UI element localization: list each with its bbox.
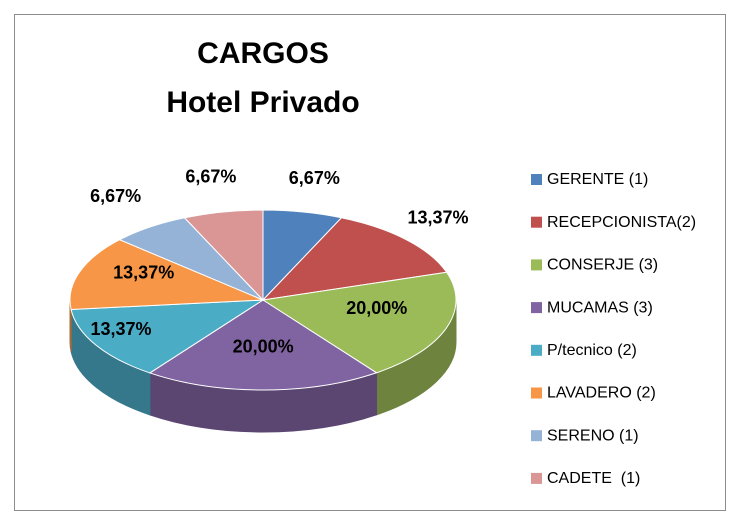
slice [183, 209, 264, 302]
data-label: 6,67% [90, 186, 141, 206]
slice [148, 299, 378, 391]
legend-swatch [531, 344, 542, 356]
slice [69, 239, 264, 310]
slice [261, 217, 448, 301]
legend-swatch [531, 302, 542, 314]
legend-label: MUCAMAS (3) [547, 299, 653, 316]
data-label: 6,67% [289, 168, 340, 188]
slice [261, 271, 457, 374]
chart-subtitle: Hotel Privado [166, 86, 359, 119]
legend-swatch [531, 259, 542, 271]
legend-swatch [531, 174, 542, 185]
data-label: 20,00% [233, 337, 294, 357]
legend-label: SERENO (1) [547, 427, 639, 444]
legend-label: LAVADERO (2) [547, 385, 656, 402]
legend-swatch [531, 216, 542, 228]
data-label: 13,37% [113, 263, 174, 283]
legend-label: GERENTE (1) [547, 171, 648, 188]
data-label: 13,37% [91, 319, 152, 339]
legend-label: P/tecnico (2) [547, 342, 637, 359]
legend-label: CONSERJE (3) [547, 257, 658, 274]
legend-swatch [531, 472, 542, 484]
data-label: 13,37% [408, 207, 469, 227]
legend-label: RECEPCIONISTA(2) [547, 214, 696, 231]
chart-title: CARGOS [197, 37, 329, 70]
slice [70, 299, 265, 374]
legend-swatch [531, 430, 542, 442]
data-label: 6,67% [185, 166, 236, 186]
legend-label: CADETE (1) [547, 470, 640, 487]
data-label: 20,00% [346, 298, 407, 318]
legend-swatch [531, 387, 542, 399]
